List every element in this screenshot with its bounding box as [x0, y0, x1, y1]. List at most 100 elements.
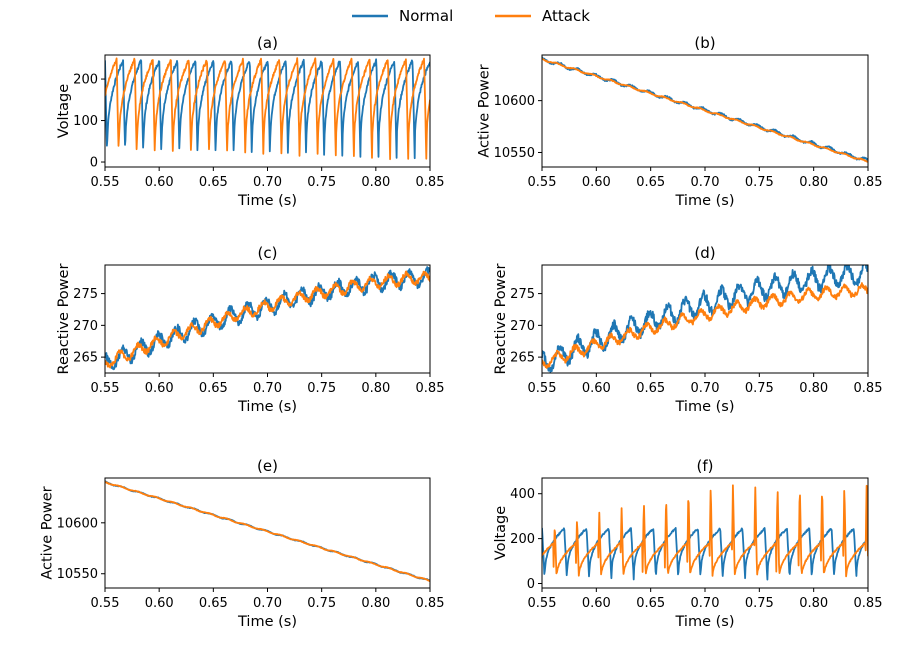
x-tick-label: 0.55: [91, 596, 120, 611]
x-tick-label: 0.65: [199, 175, 228, 190]
y-tick-label: 265: [73, 351, 98, 366]
series-attack-a: [105, 57, 430, 161]
y-tick-label: 400: [510, 487, 535, 502]
series-normal-c: [105, 266, 430, 371]
x-tick-label: 0.55: [91, 381, 120, 396]
x-tick-label: 0.65: [199, 381, 228, 396]
x-tick-label: 0.80: [361, 381, 390, 396]
series-attack-e: [105, 480, 430, 582]
y-axis-label-c: Reactive Power: [56, 264, 72, 375]
x-tick-label: 0.55: [528, 596, 557, 611]
x-tick-label: 0.60: [582, 381, 611, 396]
axes-frame-e: [104, 477, 431, 589]
y-tick-label: 270: [510, 319, 535, 334]
x-tick-label: 0.55: [528, 175, 557, 190]
x-tick-label: 0.65: [636, 596, 665, 611]
legend: Normal Attack: [352, 7, 590, 25]
x-tick-label: 0.80: [361, 596, 390, 611]
x-axis-label-c: Time (s): [237, 399, 297, 415]
x-tick-label: 0.70: [253, 596, 282, 611]
x-axis-label-f: Time (s): [675, 614, 735, 630]
y-axis-label-e: Active Power: [40, 486, 56, 579]
series-normal-d: [542, 265, 868, 373]
panel-d: 0.55 0.60 0.65 0.70 0.75 0.80 0.85 265 270 275 (d)…: [493, 244, 882, 415]
x-tick-label: 0.60: [582, 175, 611, 190]
x-tick-label: 0.55: [528, 381, 557, 396]
panel-title-e: (e): [257, 457, 278, 475]
y-axis-label-d: Reactive Power: [493, 264, 509, 375]
x-tick-label: 0.70: [691, 381, 720, 396]
panel-e: 0.55 0.60 0.65 0.70 0.75 0.80 0.85 10550 10600 (e…: [40, 457, 445, 630]
x-tick-label: 0.60: [145, 175, 174, 190]
panel-title-d: (d): [694, 244, 715, 262]
x-tick-label: 0.85: [416, 381, 445, 396]
series-normal-f: [542, 527, 868, 581]
x-tick-label: 0.65: [636, 381, 665, 396]
x-tick-label: 0.65: [199, 596, 228, 611]
series-attack-c: [105, 270, 430, 369]
x-tick-label: 0.70: [691, 175, 720, 190]
x-tick-label: 0.75: [307, 596, 336, 611]
y-axis-label-f: Voltage: [493, 506, 509, 560]
legend-label-attack: Attack: [542, 7, 590, 25]
panel-a: 0.55 0.60 0.65 0.70 0.75 0.80 0.85 0 100 200 (a) Ti…: [56, 34, 444, 209]
y-tick-label: 200: [510, 532, 535, 547]
series-attack-b: [542, 57, 868, 163]
x-tick-label: 0.85: [854, 381, 883, 396]
x-tick-label: 0.60: [582, 596, 611, 611]
x-tick-label: 0.60: [145, 596, 174, 611]
y-tick-label: 10600: [494, 94, 535, 109]
axes-frame-d: [541, 264, 869, 374]
y-tick-label: 0: [90, 156, 98, 171]
y-tick-label: 275: [510, 287, 535, 302]
x-axis-label-a: Time (s): [237, 193, 297, 209]
y-tick-label: 200: [73, 73, 98, 88]
x-tick-label: 0.75: [307, 381, 336, 396]
axes-frame-c: [104, 264, 431, 374]
series-attack-d: [542, 282, 868, 369]
x-tick-label: 0.80: [361, 175, 390, 190]
x-tick-label: 0.70: [253, 175, 282, 190]
y-tick-label: 265: [510, 351, 535, 366]
x-tick-label: 0.85: [416, 175, 445, 190]
x-tick-label: 0.80: [799, 381, 828, 396]
y-axis-label-b: Active Power: [477, 64, 493, 157]
panel-title-a: (a): [257, 34, 278, 52]
axes-frame-f: [541, 477, 869, 589]
x-tick-label: 0.80: [799, 596, 828, 611]
y-tick-label: 10600: [57, 516, 98, 531]
x-tick-label: 0.85: [854, 175, 883, 190]
y-tick-label: 10550: [57, 567, 98, 582]
legend-label-normal: Normal: [399, 7, 453, 25]
series-attack-f: [542, 484, 868, 578]
series-normal-a: [105, 58, 430, 160]
x-tick-label: 0.85: [416, 596, 445, 611]
x-tick-label: 0.75: [745, 175, 774, 190]
panel-c: 0.55 0.60 0.65 0.70 0.75 0.80 0.85 265 270 275 (c)…: [56, 244, 444, 415]
y-tick-label: 275: [73, 287, 98, 302]
x-tick-label: 0.65: [636, 175, 665, 190]
y-axis-label-a: Voltage: [56, 84, 72, 138]
y-tick-label: 100: [73, 114, 98, 129]
x-tick-label: 0.85: [854, 596, 883, 611]
x-tick-label: 0.75: [307, 175, 336, 190]
y-tick-label: 0: [527, 577, 535, 592]
x-tick-label: 0.70: [253, 381, 282, 396]
x-tick-label: 0.55: [91, 175, 120, 190]
x-tick-label: 0.75: [745, 381, 774, 396]
panel-title-b: (b): [694, 34, 715, 52]
series-normal-b: [542, 56, 868, 161]
y-tick-label: 270: [73, 319, 98, 334]
x-axis-label-e: Time (s): [237, 614, 297, 630]
panel-f: 0.55 0.60 0.65 0.70 0.75 0.80 0.85 0 200 400 (f) Ti…: [493, 457, 882, 630]
x-tick-label: 0.70: [691, 596, 720, 611]
panel-b: 0.55 0.60 0.65 0.70 0.75 0.80 0.85 10550 10600 (b…: [477, 34, 883, 209]
x-tick-label: 0.80: [799, 175, 828, 190]
panel-title-f: (f): [697, 457, 714, 475]
panel-title-c: (c): [258, 244, 278, 262]
x-axis-label-b: Time (s): [675, 193, 735, 209]
x-axis-label-d: Time (s): [675, 399, 735, 415]
x-tick-label: 0.60: [145, 381, 174, 396]
x-tick-label: 0.75: [745, 596, 774, 611]
